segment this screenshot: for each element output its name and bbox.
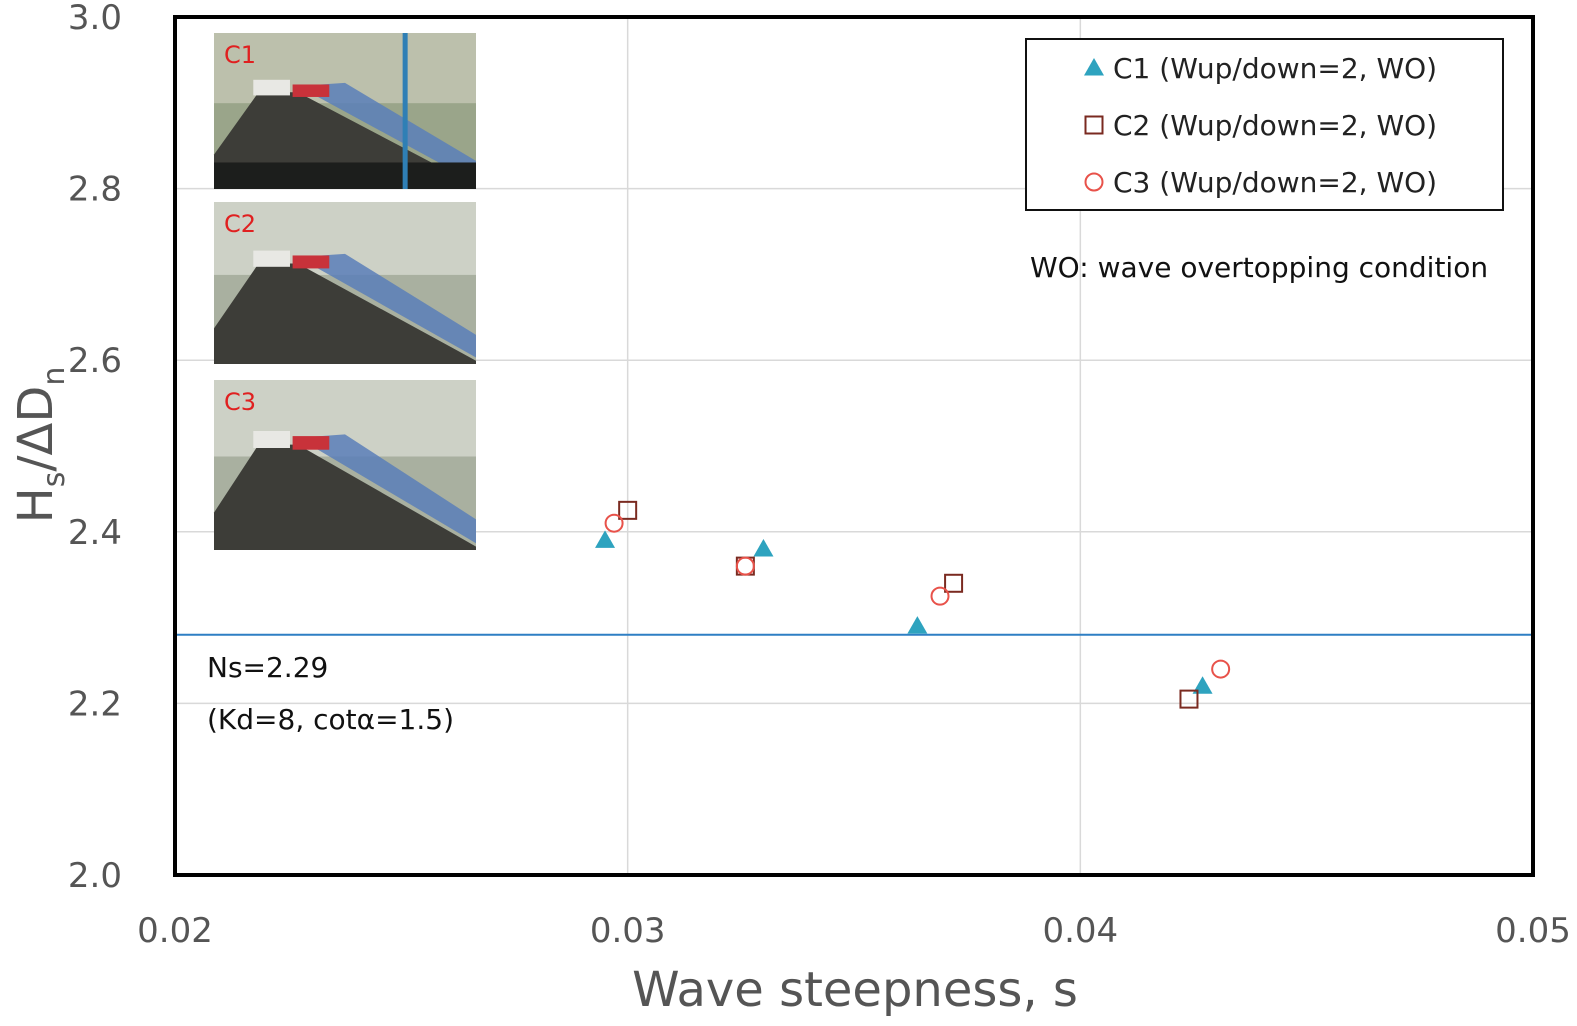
photo-rubble-mound bbox=[214, 263, 476, 364]
photo-rubble-mound bbox=[214, 444, 476, 550]
legend-marker-square bbox=[1084, 115, 1104, 135]
photo-crown-wall bbox=[253, 79, 290, 96]
reference-line-group: Ns=2.29 (Kd=8, cotα=1.5) bbox=[175, 633, 1533, 736]
legend-marker-triangle bbox=[1084, 58, 1104, 76]
photo-armor-layer bbox=[297, 82, 476, 183]
photo-c2: C2 bbox=[214, 202, 476, 364]
data-points bbox=[595, 500, 1231, 709]
photo-label: C2 bbox=[224, 210, 256, 238]
photo-armor-layer bbox=[297, 253, 476, 358]
photo-insets: C1 C2 C3 bbox=[214, 33, 476, 550]
photo-frame-post bbox=[402, 33, 408, 189]
y-tick-label: 2.4 bbox=[68, 513, 122, 553]
point-square bbox=[618, 500, 638, 520]
photo-c3: C3 bbox=[214, 380, 476, 550]
x-tick-label: 0.04 bbox=[1042, 911, 1118, 951]
photo-red-blocks bbox=[292, 255, 330, 269]
reference-label-ns: Ns=2.29 bbox=[207, 651, 328, 684]
point-triangle bbox=[907, 616, 928, 634]
y-tick-label: 2.0 bbox=[68, 856, 122, 896]
point-square bbox=[944, 573, 964, 593]
point-circle bbox=[604, 513, 624, 533]
photo-dark-base bbox=[214, 162, 476, 189]
point-triangle bbox=[1192, 676, 1213, 694]
tick-labels: 0.02 0.03 0.04 0.05 2.0 2.2 2.4 2.6 2.8 3.0 bbox=[68, 0, 1571, 951]
y-tick-label: 2.8 bbox=[68, 170, 122, 210]
legend-entry: C3 (Wup/down=2, WO) bbox=[1113, 166, 1437, 199]
photo-label: C3 bbox=[224, 388, 256, 416]
y-tick-label: 2.2 bbox=[68, 684, 122, 724]
note-text: WO: wave overtopping condition bbox=[1030, 251, 1488, 284]
reference-label-kd: (Kd=8, cotα=1.5) bbox=[207, 703, 454, 736]
photo-red-blocks bbox=[292, 436, 330, 450]
photo-label: C1 bbox=[224, 41, 256, 69]
svg-text:Hs/ΔDn: Hs/ΔDn bbox=[8, 367, 72, 524]
photo-red-blocks bbox=[292, 84, 330, 97]
point-triangle bbox=[595, 530, 616, 548]
photo-c1: C1 bbox=[214, 33, 476, 189]
point-triangle bbox=[753, 538, 774, 557]
legend: C1 (Wup/down=2, WO) C2 (Wup/down=2, WO) C3… bbox=[1025, 38, 1504, 211]
x-tick-label: 0.03 bbox=[590, 911, 666, 951]
point-circle bbox=[1211, 659, 1231, 679]
photo-armor-layer bbox=[297, 434, 476, 544]
plot-frame bbox=[173, 15, 1535, 877]
photo-crown-wall bbox=[253, 250, 290, 267]
y-tick-label: 3.0 bbox=[68, 0, 122, 38]
x-tick-label: 0.02 bbox=[137, 911, 213, 951]
point-circle bbox=[735, 556, 755, 576]
y-axis-title: Hs/ΔDn bbox=[8, 367, 72, 524]
point-square bbox=[1179, 689, 1199, 709]
legend-entry: C2 (Wup/down=2, WO) bbox=[1113, 109, 1437, 142]
y-tick-label: 2.6 bbox=[68, 341, 122, 381]
x-tick-label: 0.05 bbox=[1495, 911, 1571, 951]
legend-entry: C1 (Wup/down=2, WO) bbox=[1113, 52, 1437, 85]
photo-crown-wall bbox=[253, 431, 290, 448]
point-circle bbox=[930, 586, 950, 606]
x-axis-title: Wave steepness, s bbox=[632, 962, 1078, 1018]
legend-box bbox=[1025, 38, 1504, 211]
legend-marker-circle bbox=[1084, 172, 1104, 192]
